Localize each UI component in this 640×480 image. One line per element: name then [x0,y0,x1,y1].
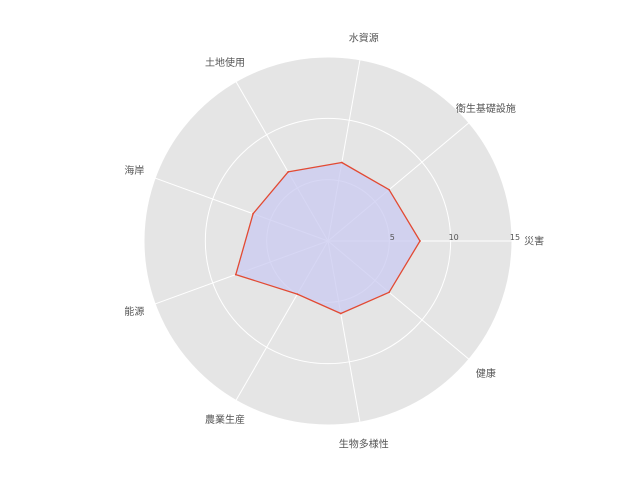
data-point-3 [340,161,343,164]
tick-label-15: 15 [510,233,520,242]
data-point-8 [339,312,342,315]
data-point-9 [388,291,390,294]
data-point-4 [287,171,290,173]
radial-tick-labels: 5 10 15 [390,233,520,242]
data-point-1 [419,240,421,242]
category-label-4: 土地使用 [205,56,245,69]
category-label-9: 健康 [476,367,496,380]
tick-label-10: 10 [449,233,459,242]
category-label-5: 海岸 [124,164,144,177]
tick-label-5: 5 [390,233,395,242]
series-line [235,161,421,315]
category-label-6: 能源 [124,305,144,318]
series-area [235,162,420,314]
data-point-2 [388,188,390,191]
data-point-5 [252,212,254,215]
data-point-7 [296,293,299,296]
category-label-3: 水資源 [349,32,379,45]
data-point-6 [234,273,237,276]
data-series [234,161,421,315]
category-label-1: 災害 [524,235,544,248]
category-label-2: 衛生基礎設施 [456,102,516,115]
category-label-8: 生物多様性 [339,437,389,450]
category-label-7: 農業生産 [205,413,245,426]
